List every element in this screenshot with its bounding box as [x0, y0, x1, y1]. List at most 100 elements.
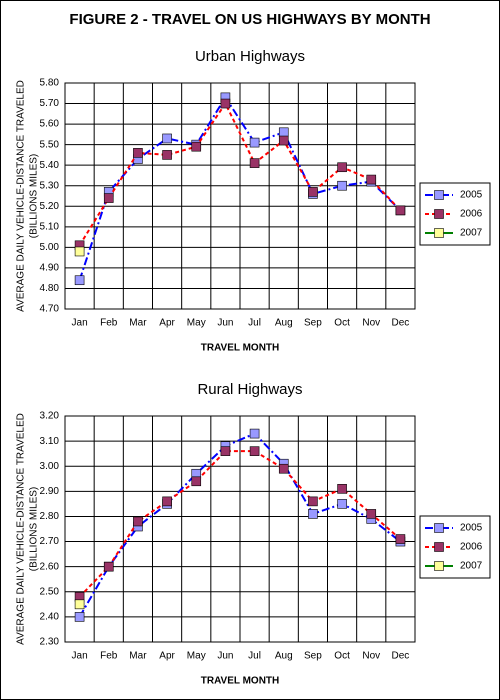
marker [162, 496, 172, 507]
y-tick-label: 5.40 [40, 160, 60, 171]
legend-box [419, 515, 491, 579]
marker [308, 496, 318, 507]
legend-label: 2007 [460, 561, 483, 572]
marker [337, 180, 347, 191]
marker [133, 148, 143, 158]
marker [162, 133, 172, 144]
legend-marker [434, 542, 444, 552]
x-tick-label: Apr [159, 651, 175, 662]
x-tick-label: Jun [217, 651, 233, 662]
y-tick-label: 2.30 [40, 637, 60, 648]
y-tick-label: 2.90 [40, 486, 60, 497]
legend-label: 2005 [460, 523, 483, 534]
marker [337, 499, 347, 509]
legend-label: 2007 [460, 228, 483, 239]
marker [337, 484, 347, 494]
y-tick-label: 3.00 [40, 461, 60, 472]
x-tick-label: Apr [159, 318, 175, 329]
x-tick-label: Jul [248, 651, 261, 662]
x-tick-label: Mar [129, 318, 147, 329]
marker [74, 275, 85, 286]
x-tick-label: May [187, 318, 206, 329]
marker [74, 612, 85, 622]
marker [103, 193, 114, 203]
y-tick-label: 4.80 [40, 283, 60, 294]
y-axis-label: (BILLIONS MILES) [29, 487, 40, 571]
legend-label: 2006 [460, 209, 483, 220]
marker [337, 162, 347, 173]
x-tick-label: Nov [362, 318, 380, 329]
y-tick-label: 2.70 [40, 536, 60, 547]
y-axis-label: AVERAGE DAILY VEHICLE-DISTANCE TRAVELED [16, 413, 27, 645]
y-axis-label: AVERAGE DAILY VEHICLE-DISTANCE TRAVELED [16, 80, 27, 312]
legend-marker [434, 190, 444, 200]
x-tick-label: Dec [392, 318, 410, 329]
y-tick-label: 5.10 [40, 221, 60, 232]
y-tick-label: 2.50 [40, 586, 60, 597]
marker [162, 150, 172, 160]
x-tick-label: Jan [72, 651, 88, 662]
marker [395, 534, 406, 544]
x-tick-label: Jul [248, 318, 261, 329]
marker [278, 135, 289, 146]
legend-label: 2005 [460, 190, 483, 201]
series-line [78, 450, 402, 598]
series-line [78, 432, 402, 618]
y-tick-label: 2.40 [40, 612, 60, 623]
x-tick-label: Jan [72, 318, 88, 329]
y-tick-label: 5.70 [40, 98, 60, 109]
x-tick-label: Oct [334, 318, 350, 329]
y-tick-label: 5.00 [40, 242, 60, 253]
x-tick-label: Feb [100, 318, 118, 329]
y-tick-label: 5.50 [40, 139, 60, 150]
x-tick-label: May [187, 651, 206, 662]
legend-marker [434, 523, 444, 533]
y-tick-label: 5.80 [40, 78, 60, 89]
x-axis-label: TRAVEL MONTH [201, 343, 280, 354]
x-tick-label: Aug [275, 651, 293, 662]
marker [103, 561, 114, 572]
y-tick-label: 2.60 [40, 561, 60, 572]
marker [249, 446, 260, 456]
legend-marker [434, 228, 444, 238]
y-tick-label: 5.20 [40, 201, 60, 212]
y-tick-label: 3.10 [40, 436, 60, 447]
marker [366, 174, 377, 185]
y-tick-label: 4.90 [40, 263, 60, 274]
y-tick-label: 2.80 [40, 511, 60, 522]
y-tick-label: 4.70 [40, 304, 60, 315]
x-tick-label: Jun [217, 318, 233, 329]
marker [133, 516, 143, 527]
marker [366, 509, 377, 519]
marker [249, 428, 260, 439]
legend-marker [434, 561, 444, 571]
marker [249, 137, 260, 148]
marker [395, 205, 406, 216]
marker [74, 246, 85, 257]
figure-title: FIGURE 2 - TRAVEL ON US HIGHWAYS BY MONT… [69, 11, 430, 28]
marker [74, 599, 85, 610]
chart-title: Rural Highways [197, 381, 302, 398]
x-tick-label: Sep [304, 651, 322, 662]
x-tick-label: Mar [129, 651, 147, 662]
legend-box [419, 182, 491, 246]
series-line [78, 95, 402, 281]
marker [191, 476, 202, 487]
x-tick-label: Feb [100, 651, 118, 662]
x-axis-label: TRAVEL MONTH [201, 676, 280, 687]
legend-label: 2006 [460, 542, 483, 553]
x-tick-label: Sep [304, 318, 322, 329]
marker [249, 158, 260, 168]
chart-title: Urban Highways [195, 48, 305, 65]
marker [308, 187, 318, 197]
marker [278, 463, 289, 474]
y-tick-label: 5.30 [40, 180, 60, 191]
marker [220, 446, 231, 456]
marker [220, 98, 231, 109]
y-tick-label: 3.20 [40, 411, 60, 422]
marker [308, 509, 318, 519]
x-tick-label: Dec [392, 651, 410, 662]
y-tick-label: 5.60 [40, 119, 60, 130]
marker [191, 141, 202, 152]
